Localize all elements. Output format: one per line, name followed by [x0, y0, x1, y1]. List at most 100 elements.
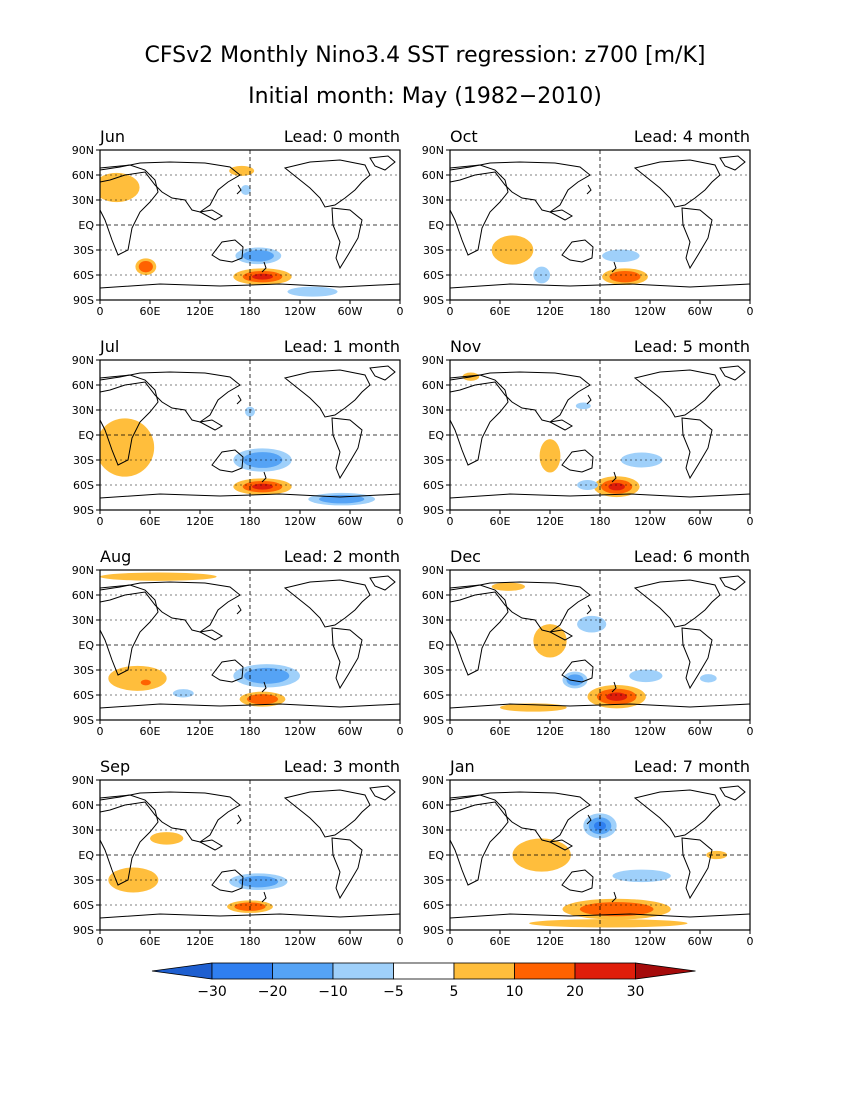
colorbar-tick-label: 5	[450, 984, 459, 1000]
anomaly-contour-fill	[238, 876, 279, 888]
lon-tick-label: 120E	[536, 725, 564, 738]
panel-lead-label: Lead: 7 month	[634, 757, 750, 776]
anomaly-contour-fill	[700, 674, 717, 683]
colorbar-segment	[574, 962, 636, 980]
panel-lead-label: Lead: 0 month	[284, 127, 400, 146]
lon-tick-label: 180	[590, 725, 611, 738]
anomaly-contour-fill	[252, 273, 273, 280]
figure-title: CFSv2 Monthly Nino3.4 SST regression: z7…	[145, 43, 706, 68]
lat-tick-label: 60S	[423, 689, 444, 702]
lon-tick-label: 0	[397, 515, 404, 528]
panel-lead-label: Lead: 3 month	[284, 757, 400, 776]
anomaly-contour-fill	[138, 261, 153, 273]
anomaly-contour-fill	[242, 452, 283, 468]
lat-tick-label: 30N	[422, 404, 444, 417]
lat-tick-label: 30N	[422, 824, 444, 837]
anomaly-contour-fill	[150, 832, 184, 845]
lon-tick-label: 120E	[186, 935, 214, 948]
lon-tick-label: 60W	[338, 305, 363, 318]
lat-tick-label: EQ	[428, 429, 444, 442]
anomaly-contour-fill	[287, 286, 338, 297]
panel-lead-label: Lead: 4 month	[634, 127, 750, 146]
anomaly-contour-fill	[242, 250, 274, 262]
lon-tick-label: 180	[590, 935, 611, 948]
anomaly-contour-fill	[244, 667, 290, 684]
panel-month-label: Oct	[450, 127, 478, 146]
lat-tick-label: 30S	[423, 244, 444, 257]
lon-tick-label: 120W	[634, 305, 666, 318]
panel-month-label: Jul	[99, 337, 119, 356]
lon-tick-label: 120W	[284, 725, 316, 738]
panel-lead-label: Lead: 5 month	[634, 337, 750, 356]
lon-tick-label: 180	[240, 305, 261, 318]
lat-tick-label: 60S	[73, 689, 94, 702]
anomaly-contour-fill	[140, 679, 151, 686]
lat-tick-label: 30N	[422, 614, 444, 627]
colorbar-tick-label: −10	[318, 984, 348, 1000]
map-plot-area	[450, 780, 750, 930]
lat-tick-label: 90N	[422, 354, 444, 367]
lon-tick-label: 120W	[634, 725, 666, 738]
lon-tick-label: 60W	[688, 725, 713, 738]
lat-tick-label: 90S	[423, 504, 444, 517]
panel-month-label: Jun	[99, 127, 125, 146]
lat-tick-label: EQ	[78, 219, 94, 232]
anomaly-contour-fill	[108, 867, 159, 893]
lat-tick-label: EQ	[78, 849, 94, 862]
lon-tick-label: 0	[747, 515, 754, 528]
anomaly-contour-fill	[609, 271, 641, 283]
lat-tick-label: 60N	[72, 379, 94, 392]
lat-tick-label: 90N	[72, 774, 94, 787]
lon-tick-label: 60W	[338, 725, 363, 738]
lat-tick-label: EQ	[78, 429, 94, 442]
panel-month-label: Aug	[100, 547, 131, 566]
lon-tick-label: 120E	[536, 515, 564, 528]
panel-month-label: Jan	[449, 757, 475, 776]
lat-tick-label: 60S	[73, 479, 94, 492]
lat-tick-label: 30S	[73, 874, 94, 887]
lat-tick-label: 90S	[423, 714, 444, 727]
lon-tick-label: 60E	[140, 515, 161, 528]
panel-lead-label: Lead: 2 month	[284, 547, 400, 566]
lon-tick-label: 60E	[140, 935, 161, 948]
figure-subtitle: Initial month: May (1982−2010)	[248, 84, 602, 109]
colorbar: −30 −20 −10 −5 5 10 20 30	[151, 962, 696, 1000]
lat-tick-label: 60S	[423, 479, 444, 492]
colorbar-tick-label: 30	[627, 984, 645, 1000]
lon-tick-label: 0	[97, 305, 104, 318]
lon-tick-label: 60E	[140, 305, 161, 318]
lat-tick-label: 30N	[422, 194, 444, 207]
anomaly-contour-fill	[172, 689, 194, 698]
lon-tick-label: 0	[747, 305, 754, 318]
lat-tick-label: 90N	[72, 144, 94, 157]
lon-tick-label: 0	[397, 725, 404, 738]
lat-tick-label: 60S	[73, 269, 94, 282]
lat-tick-label: 60N	[422, 589, 444, 602]
anomaly-contour-fill	[612, 869, 671, 883]
panel-month-label: Sep	[100, 757, 130, 776]
lon-tick-label: 180	[240, 515, 261, 528]
anomaly-contour-fill	[606, 692, 628, 701]
colorbar-segment	[211, 962, 273, 980]
lon-tick-label: 60E	[490, 305, 511, 318]
lat-tick-label: 30S	[73, 664, 94, 677]
lon-tick-label: 120W	[284, 515, 316, 528]
lat-tick-label: 90S	[73, 714, 94, 727]
lat-tick-label: 60N	[72, 799, 94, 812]
lon-tick-label: 180	[590, 515, 611, 528]
lat-tick-label: 30S	[73, 454, 94, 467]
anomaly-contour-fill	[539, 439, 561, 473]
colorbar-low-arrow	[151, 962, 213, 980]
panel-grid: Jun Lead: 0 month 90N 60N 30N EQ 30S 60S 90S 0 60E…	[72, 127, 754, 948]
lat-tick-label: 90S	[73, 504, 94, 517]
lon-tick-label: 120W	[634, 515, 666, 528]
anomaly-contour-fill	[319, 494, 365, 504]
anomaly-contour-fill	[108, 665, 167, 691]
anomaly-contour-fill	[566, 674, 584, 686]
colorbar-segment	[332, 962, 394, 980]
lon-tick-label: 120W	[284, 305, 316, 318]
